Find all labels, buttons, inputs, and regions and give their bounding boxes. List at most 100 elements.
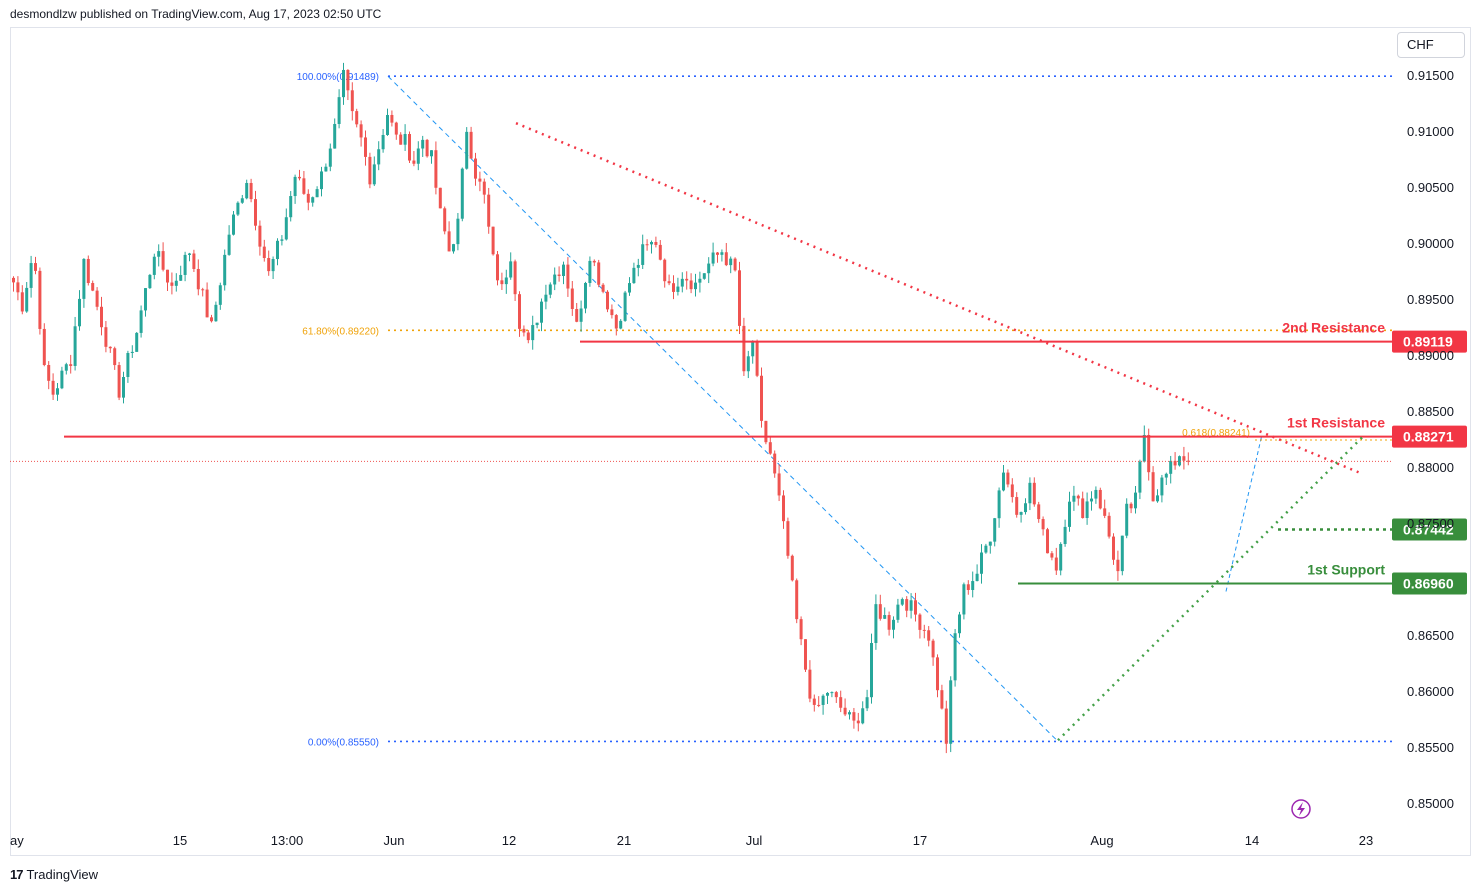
candle: [135, 331, 139, 352]
candle: [51, 373, 55, 400]
x-axis: ay 15 13:00 Jun 12 21 Jul 17 Aug 14 23: [10, 833, 1373, 848]
tradingview-logo-icon: 17: [10, 867, 24, 882]
candle-body: [575, 309, 579, 322]
candle: [667, 274, 671, 286]
candle-body: [896, 604, 900, 620]
candle-body: [82, 258, 86, 299]
candle-body: [1019, 512, 1023, 515]
candle-body: [931, 640, 935, 658]
candle: [1134, 485, 1137, 514]
candle: [720, 249, 724, 262]
candle: [949, 676, 953, 753]
candle: [196, 259, 200, 296]
candle-body: [636, 264, 640, 268]
candle: [672, 275, 675, 300]
candle: [738, 261, 741, 335]
candle-body: [601, 284, 605, 292]
candle: [188, 252, 191, 262]
candle: [179, 265, 183, 281]
candle-body: [1116, 559, 1120, 572]
candle-body: [192, 253, 196, 269]
candle: [892, 616, 895, 639]
currency-selector[interactable]: CHF: [1397, 32, 1465, 58]
candle-body: [746, 356, 750, 372]
candle: [302, 170, 306, 195]
candle-body: [157, 251, 161, 257]
price-tag-text: 0.87442: [1403, 521, 1454, 537]
candle-body: [328, 148, 332, 167]
candle-body: [214, 304, 218, 322]
candle: [861, 701, 865, 725]
price-tag-box: [1392, 572, 1467, 595]
candle: [1072, 485, 1076, 511]
candle-body: [984, 545, 988, 553]
candle: [971, 571, 975, 598]
candle-body: [720, 252, 724, 255]
candle-body: [271, 259, 275, 272]
y-tick-label: 0.91000: [1407, 124, 1454, 139]
candle-body: [86, 258, 90, 284]
candle-body: [1002, 472, 1005, 491]
candle-body: [1186, 460, 1190, 462]
candle-body: [315, 189, 319, 198]
candle-body: [1142, 434, 1146, 462]
candle: [905, 596, 909, 618]
candle-body: [381, 134, 385, 150]
candle: [896, 598, 900, 623]
candle-body: [702, 273, 706, 279]
candle-body: [460, 168, 464, 219]
candle: [460, 167, 464, 222]
candle: [1037, 501, 1041, 523]
candle: [16, 276, 20, 301]
candle-body: [729, 258, 733, 266]
candle: [1046, 527, 1049, 554]
candle: [927, 626, 931, 647]
candle-body: [276, 240, 279, 260]
candle-body: [610, 309, 614, 316]
candle-body: [628, 283, 631, 293]
candle: [751, 340, 755, 364]
candle-body: [320, 171, 323, 190]
candle-body: [852, 712, 856, 721]
candle: [500, 272, 504, 290]
candle: [240, 194, 244, 204]
candle-body: [804, 639, 807, 670]
candle: [729, 256, 733, 274]
candle: [1063, 519, 1067, 547]
candle: [628, 277, 631, 296]
candle-body: [1134, 492, 1137, 509]
candle-body: [953, 633, 957, 681]
candle-body: [161, 251, 165, 270]
candle: [333, 118, 337, 149]
candle-body: [196, 268, 200, 290]
candle: [258, 220, 262, 256]
candle-body: [430, 150, 433, 157]
candle: [377, 141, 381, 171]
candle-body: [425, 139, 429, 157]
chart-frame[interactable]: [10, 27, 1471, 856]
candle: [64, 362, 68, 375]
candle: [254, 190, 257, 231]
y-tick-label: 0.90500: [1407, 180, 1454, 195]
candle: [359, 120, 363, 147]
candle-body: [469, 131, 473, 159]
candle: [619, 319, 623, 330]
candle-body: [592, 260, 596, 263]
candle: [166, 269, 169, 291]
candle: [232, 211, 235, 236]
candle-body: [139, 310, 143, 333]
candle-body: [298, 176, 301, 179]
candle: [328, 143, 332, 172]
candle-body: [711, 252, 715, 264]
candle-body: [443, 208, 447, 232]
candle: [337, 89, 341, 129]
candle: [425, 138, 429, 158]
candle-body: [262, 246, 266, 259]
fib2-trendline: [1225, 434, 1263, 592]
candle-body: [42, 328, 46, 366]
candle-body: [922, 629, 926, 631]
candle-body: [293, 176, 297, 197]
candle-body: [936, 657, 939, 691]
candle: [641, 234, 645, 270]
